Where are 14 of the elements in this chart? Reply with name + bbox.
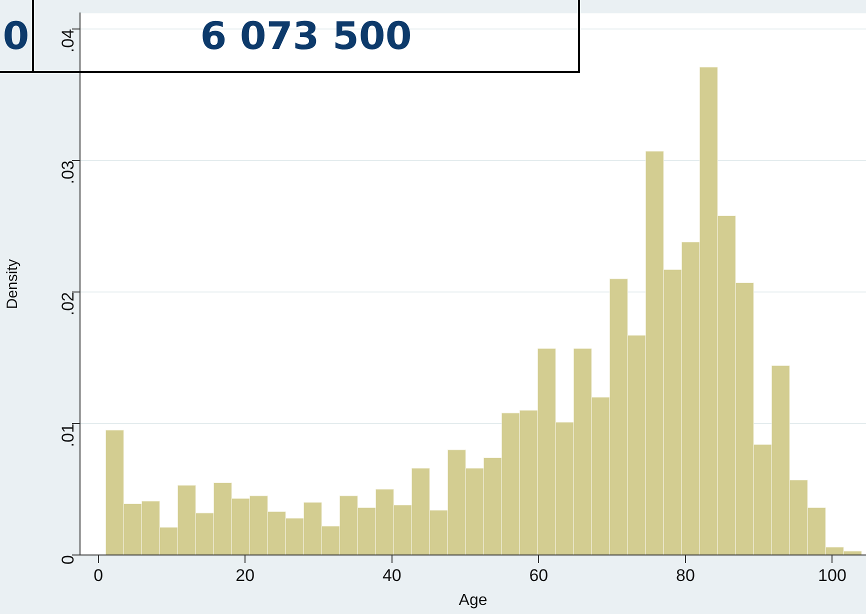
annotation: 6 073 500 xyxy=(200,14,412,58)
x-tick-label: 100 xyxy=(818,566,846,585)
y-tick-label: .01 xyxy=(58,423,78,448)
y-tick-label: 0 xyxy=(58,555,78,564)
y-tick-label: .04 xyxy=(58,28,78,53)
x-tick-label: 20 xyxy=(236,566,255,585)
y-axis-title: Density xyxy=(4,258,22,310)
y-tick-label: .02 xyxy=(58,292,78,316)
x-axis-title: Age xyxy=(458,592,488,609)
x-tick-label: 40 xyxy=(382,566,402,585)
x-tick-label: 60 xyxy=(529,566,548,585)
x-tick-label: 80 xyxy=(676,566,695,585)
x-tick-label: 0 xyxy=(94,566,104,585)
y-tick-label: .03 xyxy=(58,160,78,184)
